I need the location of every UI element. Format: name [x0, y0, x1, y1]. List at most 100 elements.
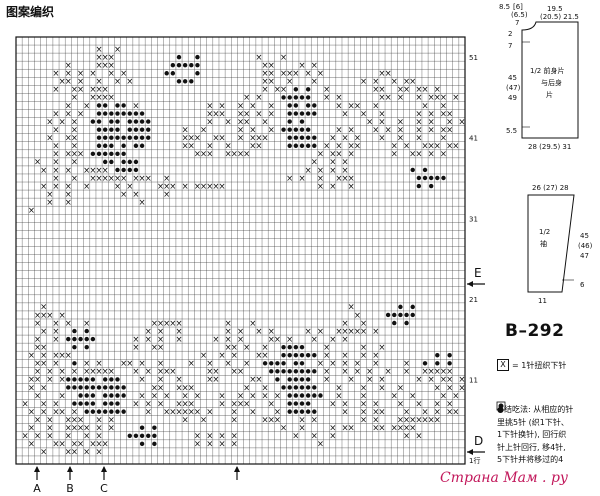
stitch-x: × — [206, 116, 213, 126]
stitch-x: × — [157, 342, 164, 352]
stitch-x: × — [188, 398, 195, 408]
stitch-bobble — [96, 143, 102, 148]
stitch-x: × — [175, 334, 182, 344]
arrow-e-head — [467, 281, 473, 287]
stitch-bobble — [305, 409, 311, 414]
stitch-bobble — [269, 369, 274, 374]
stitch-x: × — [440, 366, 447, 376]
stitch-x: × — [280, 84, 287, 94]
stitch-x: × — [421, 141, 428, 151]
stitch-x: × — [231, 149, 238, 159]
stitch-x: × — [157, 374, 164, 384]
stitch-x: × — [71, 439, 78, 449]
stitch-x: × — [440, 92, 447, 102]
stitch-bobble — [305, 103, 311, 108]
stitch-x: × — [255, 326, 262, 336]
stitch-x: × — [169, 366, 176, 376]
stitch-x: × — [280, 68, 287, 78]
stitch-bobble — [121, 385, 126, 390]
stitch-x: × — [28, 374, 35, 384]
stitch-bobble — [312, 385, 317, 390]
stitch-x: × — [397, 116, 404, 126]
stitch-bobble — [115, 127, 120, 132]
stitch-bobble — [422, 361, 428, 366]
stitch-x: × — [329, 157, 336, 167]
stitch-bobble — [281, 385, 286, 390]
stitch-x: × — [372, 350, 379, 360]
row-labels: 51 41 31 21 11 1行 — [469, 54, 480, 465]
stitch-x: × — [292, 431, 299, 441]
stitch-x: × — [95, 76, 102, 86]
stitch-x: × — [40, 310, 47, 320]
stitch-x: × — [175, 374, 182, 384]
stitch-x: × — [354, 100, 361, 110]
stitch-bobble — [281, 95, 286, 100]
stitch-bobble — [96, 385, 102, 390]
stitch-x: × — [397, 124, 404, 134]
stitch-x: × — [46, 366, 53, 376]
stitch-bobble — [102, 143, 108, 148]
stitch-x: × — [65, 100, 72, 110]
stitch-x: × — [157, 334, 164, 344]
stitch-x: × — [163, 390, 170, 400]
stitch-x: × — [59, 366, 66, 376]
stitch-x: × — [65, 76, 72, 86]
stitch-bobble — [287, 95, 292, 100]
stitch-x: × — [71, 92, 78, 102]
stitch-x: × — [151, 382, 158, 392]
stitch-bobble — [139, 135, 145, 140]
stitch-x: × — [182, 398, 189, 408]
stitch-x: × — [397, 398, 404, 408]
stitch-bobble — [139, 433, 145, 439]
stitch-x: × — [169, 181, 176, 191]
stitch-bobble — [90, 336, 96, 342]
stitch-x: × — [28, 350, 35, 360]
stitch-bobble — [152, 425, 157, 430]
stitch-x: × — [268, 326, 275, 336]
stitch-x: × — [452, 390, 459, 400]
stitch-x: × — [71, 366, 78, 376]
stitch-bobble — [139, 425, 145, 430]
stitch-bobble — [182, 62, 188, 68]
stitch-x: × — [446, 374, 453, 384]
stitch-x: × — [329, 423, 336, 433]
stitch-x: × — [114, 76, 121, 86]
stitch-bobble — [72, 385, 77, 390]
stitch-bobble — [121, 159, 126, 165]
stitch-x: × — [446, 108, 453, 118]
stitch-bobble — [133, 143, 139, 148]
stitch-bobble — [109, 143, 114, 148]
stitch-x: × — [225, 116, 232, 126]
stitch-x: × — [323, 366, 330, 376]
stitch-bobble — [90, 393, 96, 398]
stitch-x: × — [65, 197, 72, 207]
stitch-bobble — [299, 401, 305, 406]
stitch-x: × — [46, 189, 53, 199]
stitch-bobble — [96, 151, 102, 157]
stitch-bobble — [287, 143, 292, 148]
stitch-x: × — [77, 423, 84, 433]
stitch-x: × — [329, 165, 336, 175]
stitch-bobble — [139, 441, 145, 447]
stitch-bobble — [139, 143, 145, 148]
stitch-x: × — [268, 334, 275, 344]
stitch-x: × — [102, 165, 109, 175]
stitch-bobble — [435, 175, 440, 181]
stitch-x: × — [52, 358, 59, 368]
stitch-x: × — [71, 141, 78, 151]
stitch-bobble — [96, 409, 102, 414]
schematic-front-label1: 1/2 前身片 — [530, 67, 565, 75]
stitch-x: × — [157, 326, 164, 336]
stitch-x: × — [255, 141, 262, 151]
stitch-x: × — [182, 406, 189, 416]
stitch-x: × — [415, 398, 422, 408]
stitch-bobble — [133, 111, 139, 116]
stitch-bobble — [127, 135, 132, 140]
stitch-bobble — [115, 393, 120, 398]
stitch-x: × — [225, 358, 232, 368]
stitch-bobble — [96, 135, 102, 140]
stitch-x: × — [237, 149, 244, 159]
stitch-bobble — [293, 127, 299, 132]
stitch-x: × — [311, 157, 318, 167]
stitch-x: × — [139, 390, 146, 400]
